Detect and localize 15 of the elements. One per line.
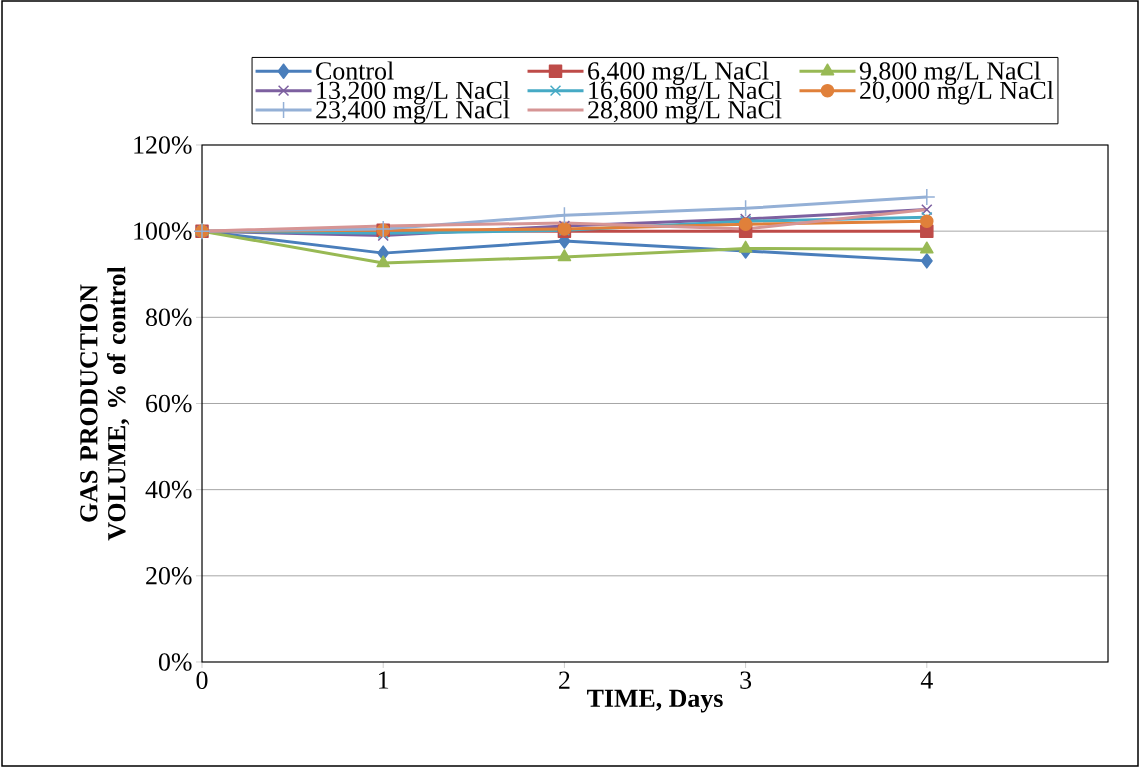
x-axis-title: TIME, Days xyxy=(587,689,723,713)
y-tick-label: 100% xyxy=(134,222,192,240)
y-tick-label: 0% xyxy=(158,653,192,671)
x-tick-label: 1 xyxy=(379,671,389,689)
y-tick-label: 80% xyxy=(145,308,192,327)
y-tick-label: 20% xyxy=(146,567,192,585)
y-tick-label: 40% xyxy=(145,480,192,499)
legend-label: Control xyxy=(316,61,394,80)
x-tick-label: 2 xyxy=(559,671,570,689)
x-tick-label: 4 xyxy=(920,671,933,689)
x-tick-label: 3 xyxy=(740,671,752,689)
y-tick-label: 60% xyxy=(146,394,192,413)
y-axis-title: GAS PRODUCTION VOLUME, % of control xyxy=(80,266,130,541)
x-tick-label: 0 xyxy=(196,671,208,689)
y-tick-label: 120% xyxy=(134,136,192,154)
